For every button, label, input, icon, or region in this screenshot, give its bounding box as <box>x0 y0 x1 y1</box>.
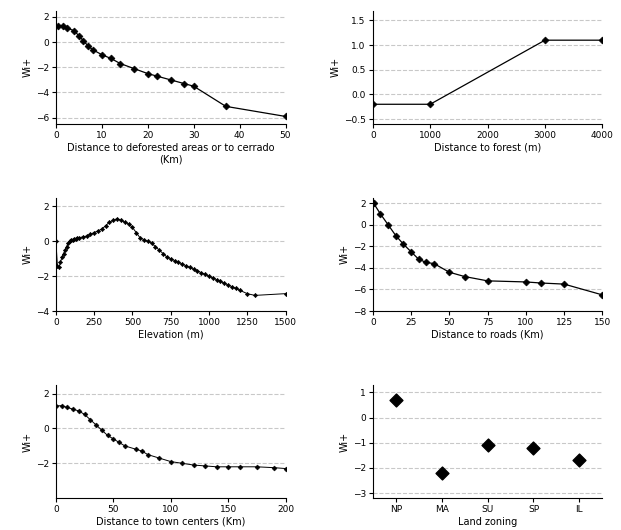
Y-axis label: Wi+: Wi+ <box>23 57 33 77</box>
Point <box>574 456 584 465</box>
X-axis label: Land zoning: Land zoning <box>458 517 517 527</box>
Point <box>528 444 538 452</box>
X-axis label: Distance to forest (m): Distance to forest (m) <box>434 143 541 153</box>
Point <box>437 469 446 477</box>
Point <box>391 396 401 404</box>
Y-axis label: Wi+: Wi+ <box>340 431 350 452</box>
Point <box>483 441 492 449</box>
X-axis label: Elevation (m): Elevation (m) <box>138 330 204 340</box>
Y-axis label: Wi+: Wi+ <box>23 244 33 264</box>
X-axis label: Distance to roads (Km): Distance to roads (Km) <box>432 330 544 340</box>
X-axis label: Distance to deforested areas or to cerrado
(Km): Distance to deforested areas or to cerra… <box>67 143 274 164</box>
Y-axis label: Wi+: Wi+ <box>23 431 33 452</box>
Y-axis label: Wi+: Wi+ <box>340 244 350 264</box>
Y-axis label: Wi+: Wi+ <box>331 57 341 77</box>
X-axis label: Distance to town centers (Km): Distance to town centers (Km) <box>96 517 245 527</box>
